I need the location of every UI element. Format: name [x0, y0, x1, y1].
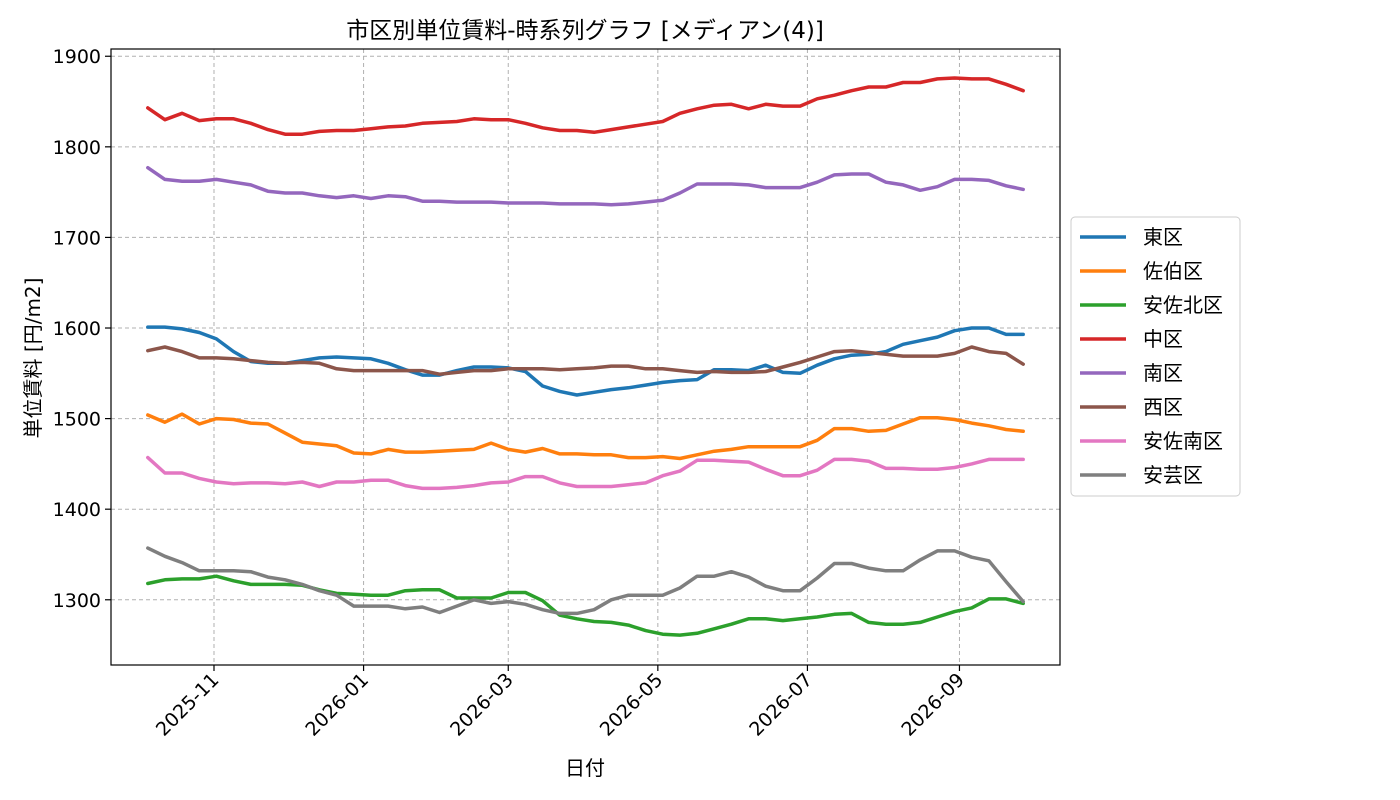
series-line: [146, 76, 1025, 136]
y-tick-label: 1300: [53, 590, 101, 612]
legend-label: 南区: [1143, 361, 1183, 385]
chart-title: 市区別単位賃料-時系列グラフ [メディアン(4)]: [346, 18, 824, 44]
y-tick-label: 1600: [53, 318, 101, 340]
x-tick-label: 2026-03: [446, 669, 518, 741]
x-tick-label: 2026-05: [596, 669, 668, 741]
x-tick-label: 2025-11: [152, 669, 224, 741]
legend-label: 安芸区: [1143, 463, 1203, 487]
legend-label: 中区: [1143, 327, 1183, 351]
y-tick-label: 1800: [53, 137, 101, 159]
series-line: [146, 345, 1025, 376]
x-tick-label: 2026-01: [301, 669, 373, 741]
legend-label: 安佐南区: [1143, 429, 1223, 453]
plot-frame: [110, 48, 1061, 666]
series-line: [146, 455, 1025, 491]
y-tick-label: 1700: [53, 227, 101, 249]
legend-label: 東区: [1143, 225, 1183, 249]
x-axis-label: 日付: [565, 756, 605, 780]
series-line: [146, 574, 1025, 637]
series-line: [146, 546, 1025, 616]
series-line: [146, 412, 1025, 461]
legend-label: 佐伯区: [1143, 259, 1203, 283]
y-tick-label: 1400: [53, 499, 101, 521]
x-axis-ticks: 2025-11 2026-01 2026-03 2026-05 2026-07 2026-…: [152, 665, 969, 741]
y-axis-ticks: 1300 1400 1500 1600 1700 1800 1900: [53, 46, 111, 612]
series-line: [146, 165, 1025, 207]
legend-label: 西区: [1143, 395, 1183, 419]
legend-label: 安佐北区: [1143, 293, 1223, 317]
y-tick-label: 1500: [53, 409, 101, 431]
x-tick-label: 2026-09: [897, 669, 969, 741]
legend-box: [1070, 216, 1241, 497]
x-tick-label: 2026-07: [745, 669, 817, 741]
y-tick-label: 1900: [53, 46, 101, 68]
series-lines: [146, 76, 1025, 637]
y-axis-label: 単位賃料 [円/m2]: [21, 278, 45, 439]
series-line: [146, 325, 1025, 397]
